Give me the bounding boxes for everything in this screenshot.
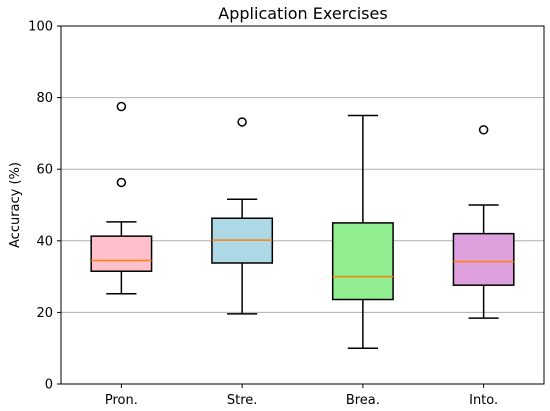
outlier-point [478, 125, 489, 135]
x-tick-label: Brea. [346, 393, 380, 408]
x-axis: Pron. Stre. Brea. Into. [105, 384, 498, 408]
outlier-point [237, 117, 247, 127]
iqr-box [331, 222, 394, 301]
iqr-box [452, 232, 515, 286]
x-tick-label: Stre. [227, 393, 258, 408]
y-tick-label: 60 [36, 163, 53, 178]
y-tick-label: 40 [36, 234, 53, 249]
y-axis: 0 20 40 60 80 100 [28, 20, 61, 393]
iqr-box [90, 235, 153, 272]
y-tick-label: 100 [28, 20, 53, 35]
y-tick-label: 0 [45, 378, 53, 393]
box-group [331, 114, 394, 349]
x-tick-label: Pron. [105, 393, 138, 408]
y-axis-title: Accuracy (%) [8, 162, 23, 248]
box-group [452, 125, 515, 319]
y-tick-label: 20 [36, 306, 53, 321]
x-tick-label: Into. [469, 393, 498, 408]
chart-title: Application Exercises [218, 4, 387, 23]
y-tick-label: 80 [36, 91, 53, 106]
plot-frame [60, 25, 545, 385]
outlier-point [116, 177, 127, 188]
box-group [90, 101, 153, 295]
boxes-layer [90, 101, 515, 349]
box-group [211, 117, 274, 315]
outlier-point [116, 101, 127, 112]
